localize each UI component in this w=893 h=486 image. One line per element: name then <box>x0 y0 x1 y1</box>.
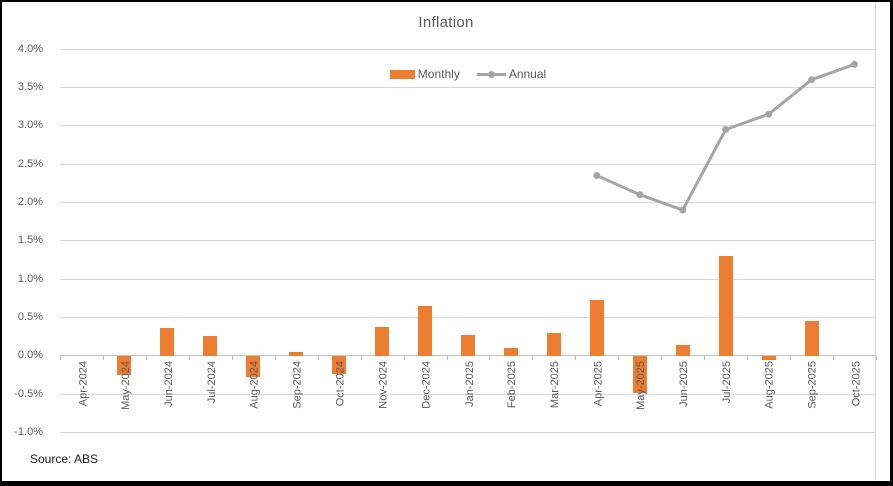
x-axis-tick <box>274 356 276 361</box>
x-axis-tick <box>489 356 491 361</box>
monthly-bar <box>375 327 390 356</box>
annual-line-series <box>593 60 858 214</box>
y-axis-label: 1.5% <box>17 234 43 247</box>
annual-line-point <box>808 76 816 84</box>
x-axis-tick <box>704 356 706 361</box>
x-axis-tick <box>145 356 147 361</box>
y-gridline <box>60 201 876 203</box>
chart-legend: Monthly Annual <box>60 64 876 84</box>
y-axis-label: 4.0% <box>17 42 43 55</box>
y-gridline <box>60 48 876 50</box>
annual-line-point <box>851 60 858 68</box>
x-axis-tick <box>875 356 877 361</box>
source-note: Source: ABS <box>30 452 99 466</box>
monthly-bar <box>460 335 475 356</box>
y-gridline <box>60 240 876 242</box>
x-axis-tick <box>575 356 577 361</box>
y-gridline <box>60 316 876 318</box>
monthly-bar <box>804 321 819 356</box>
y-gridline <box>60 125 876 127</box>
y-gridline <box>60 278 876 280</box>
x-axis-tick <box>403 356 405 361</box>
y-axis-label: -1.0% <box>14 425 43 438</box>
x-axis-tick <box>60 356 61 361</box>
y-axis-label: 0.0% <box>17 349 43 362</box>
monthly-bar <box>289 351 304 356</box>
monthly-bar <box>117 355 132 375</box>
x-axis-tick <box>790 356 792 361</box>
annual-line-point <box>765 110 773 118</box>
legend-item-annual: Annual <box>476 67 547 81</box>
y-gridline <box>60 431 876 433</box>
annual-line-point <box>722 126 730 133</box>
x-axis-tick <box>833 356 835 361</box>
monthly-bar <box>503 348 518 356</box>
x-axis-tick <box>360 356 362 361</box>
x-axis-tick <box>317 356 319 361</box>
annual-line-point <box>679 206 687 214</box>
worksheet-gridline <box>875 2 876 481</box>
y-axis-label: -0.5% <box>14 387 43 400</box>
monthly-bar <box>546 332 561 356</box>
x-axis-tick <box>231 356 233 361</box>
monthly-bar <box>203 335 218 356</box>
annual-series-line-marker-icon <box>476 70 506 78</box>
y-gridline <box>60 86 876 88</box>
monthly-bar <box>246 355 261 378</box>
monthly-bar <box>761 355 776 361</box>
monthly-bar <box>718 256 733 356</box>
y-axis-label: 3.0% <box>17 119 43 132</box>
x-axis-tick <box>532 356 534 361</box>
y-gridline <box>60 163 876 165</box>
x-axis-tick <box>446 356 448 361</box>
y-axis-label: 3.5% <box>17 80 43 93</box>
legend-label-annual: Annual <box>508 67 547 81</box>
legend-item-monthly: Monthly <box>389 67 460 81</box>
x-axis-tick <box>747 356 749 361</box>
monthly-bar <box>589 299 604 356</box>
x-axis-line <box>60 355 876 357</box>
x-axis-tick <box>102 356 104 361</box>
x-axis-tick <box>618 356 620 361</box>
monthly-bar <box>160 328 175 356</box>
monthly-bar <box>632 355 647 394</box>
x-axis-tick <box>188 356 190 361</box>
annual-line-point <box>636 191 644 199</box>
monthly-series-swatch-icon <box>389 69 415 79</box>
y-axis-label: 2.0% <box>17 195 43 208</box>
y-axis-label: 2.5% <box>17 157 43 170</box>
y-axis-label: 0.5% <box>17 310 43 323</box>
y-gridline <box>60 393 876 395</box>
monthly-bar <box>332 355 347 375</box>
monthly-bar <box>418 305 433 356</box>
legend-label-monthly: Monthly <box>417 67 460 81</box>
chart-title: Inflation <box>418 14 474 31</box>
x-axis-tick <box>661 356 663 361</box>
annual-line-point <box>593 172 601 179</box>
monthly-bar <box>675 344 690 356</box>
y-axis-label: 1.0% <box>17 272 43 285</box>
